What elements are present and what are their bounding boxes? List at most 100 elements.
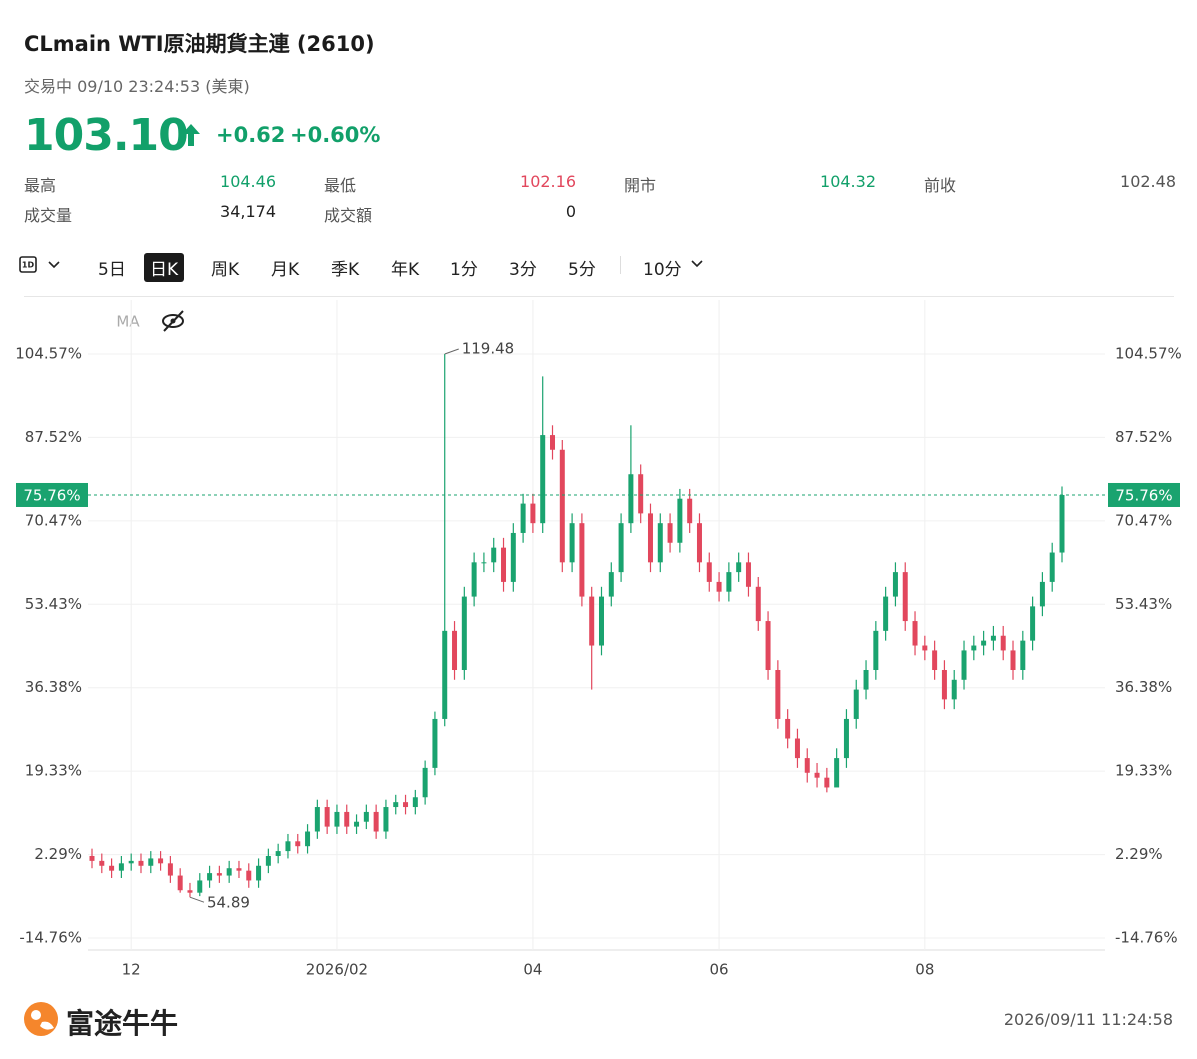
period-tab[interactable]: 年K	[391, 260, 420, 280]
candle-body	[246, 870, 252, 881]
candle-body	[285, 841, 291, 852]
period-tab[interactable]: 3分	[509, 260, 537, 280]
indicator-label: MA	[116, 313, 140, 331]
high-pointer	[444, 348, 459, 355]
candle-body	[226, 868, 232, 876]
candle-body	[1039, 581, 1045, 607]
candle-body	[598, 596, 604, 646]
candle-body	[961, 650, 967, 680]
y2-tick-label: 53.43%	[1115, 595, 1172, 613]
candle-body	[187, 890, 193, 893]
stat-value: 102.16	[520, 172, 576, 191]
candle-body	[422, 767, 428, 798]
candle-body	[510, 532, 516, 582]
candle-body	[334, 811, 340, 827]
y-tick-label: 19.33%	[25, 762, 82, 780]
current-tag-right	[1108, 482, 1180, 507]
candle-body	[716, 581, 722, 592]
y2-tick-label: 19.33%	[1115, 762, 1172, 780]
candle-body	[696, 523, 702, 563]
candle-body	[1000, 635, 1006, 651]
x-tick-label: 06	[710, 961, 729, 979]
candle-body	[834, 758, 840, 788]
svg-text:1D: 1D	[22, 261, 35, 270]
candle-body	[687, 498, 693, 524]
candle-body	[314, 807, 320, 832]
candle-body	[452, 630, 458, 671]
candle-body	[256, 865, 262, 881]
candle-body	[765, 621, 771, 671]
candle-body	[471, 562, 477, 597]
candle-body	[197, 880, 203, 893]
brand: 富途牛牛	[66, 1007, 179, 1040]
candle-body	[579, 523, 585, 597]
period-tab[interactable]: 月K	[271, 260, 300, 280]
candle-body	[167, 863, 173, 876]
candle-body	[138, 860, 144, 866]
candle-body	[432, 718, 438, 768]
y-tick-label: 70.47%	[25, 511, 82, 529]
stat-label: 成交額	[324, 206, 373, 225]
candle-body	[118, 863, 124, 871]
candle-body	[971, 645, 977, 651]
candle-body	[618, 523, 624, 573]
candle-body	[589, 596, 595, 646]
stat-label: 前收	[924, 176, 957, 195]
candle-body	[501, 547, 507, 582]
candle-body	[393, 802, 399, 808]
candle-body	[1030, 606, 1036, 641]
x-tick-label: 12	[122, 961, 141, 979]
candle-body	[981, 640, 987, 646]
candle-body	[1020, 640, 1026, 671]
candle-body	[158, 858, 164, 864]
candle-body	[461, 596, 467, 671]
candle-body	[745, 562, 751, 587]
candle-body	[569, 523, 575, 563]
period-tab[interactable]: 季K	[331, 260, 360, 280]
candle-body	[177, 875, 183, 891]
current-label: 75.76%	[23, 486, 80, 504]
candle-body	[863, 670, 869, 690]
candle-body	[843, 718, 849, 759]
candle-body	[990, 635, 996, 641]
candle-body	[804, 758, 810, 773]
candle-body	[520, 503, 526, 533]
y-tick-label: 53.43%	[25, 595, 82, 613]
y-tick-label: 2.29%	[34, 845, 82, 863]
y2-tick-label: -14.76%	[1115, 929, 1178, 947]
candle-body	[148, 858, 154, 866]
brand-logo	[24, 1002, 58, 1036]
candle-body	[89, 855, 95, 861]
period-tab[interactable]: 1分	[450, 260, 478, 280]
candle-body	[344, 811, 350, 827]
y-tick-label: 87.52%	[25, 428, 82, 446]
period-tab[interactable]: 10分	[643, 260, 682, 280]
current-tag	[16, 482, 88, 507]
period-tab[interactable]: 5日	[98, 260, 126, 280]
candle-body	[275, 851, 281, 856]
stat-value: 102.48	[1120, 172, 1176, 191]
period-tab[interactable]: 周K	[211, 260, 240, 280]
y2-tick-label: 36.38%	[1115, 678, 1172, 696]
candle-body	[324, 807, 330, 827]
hide-icon[interactable]	[162, 310, 184, 332]
candle-body	[295, 841, 301, 847]
stat-label: 最高	[24, 176, 57, 195]
divider	[24, 296, 1174, 297]
chart-type-icon[interactable]: 1D	[18, 254, 64, 276]
candle-body	[726, 572, 732, 592]
candle-body	[481, 562, 487, 564]
chevron[interactable]	[690, 258, 704, 270]
candle-body	[550, 435, 556, 450]
candle-body	[736, 562, 742, 573]
period-tab[interactable]: 5分	[568, 260, 596, 280]
candle-body	[657, 523, 663, 563]
y-tick-label: 36.38%	[25, 678, 82, 696]
candle-body	[383, 807, 389, 832]
timestamp: 2026/09/11 11:24:58	[1003, 1010, 1173, 1029]
candle-body	[216, 873, 222, 876]
candle-body	[373, 811, 379, 832]
candle-body	[559, 449, 565, 563]
period-tab[interactable]: 日K	[144, 253, 185, 282]
